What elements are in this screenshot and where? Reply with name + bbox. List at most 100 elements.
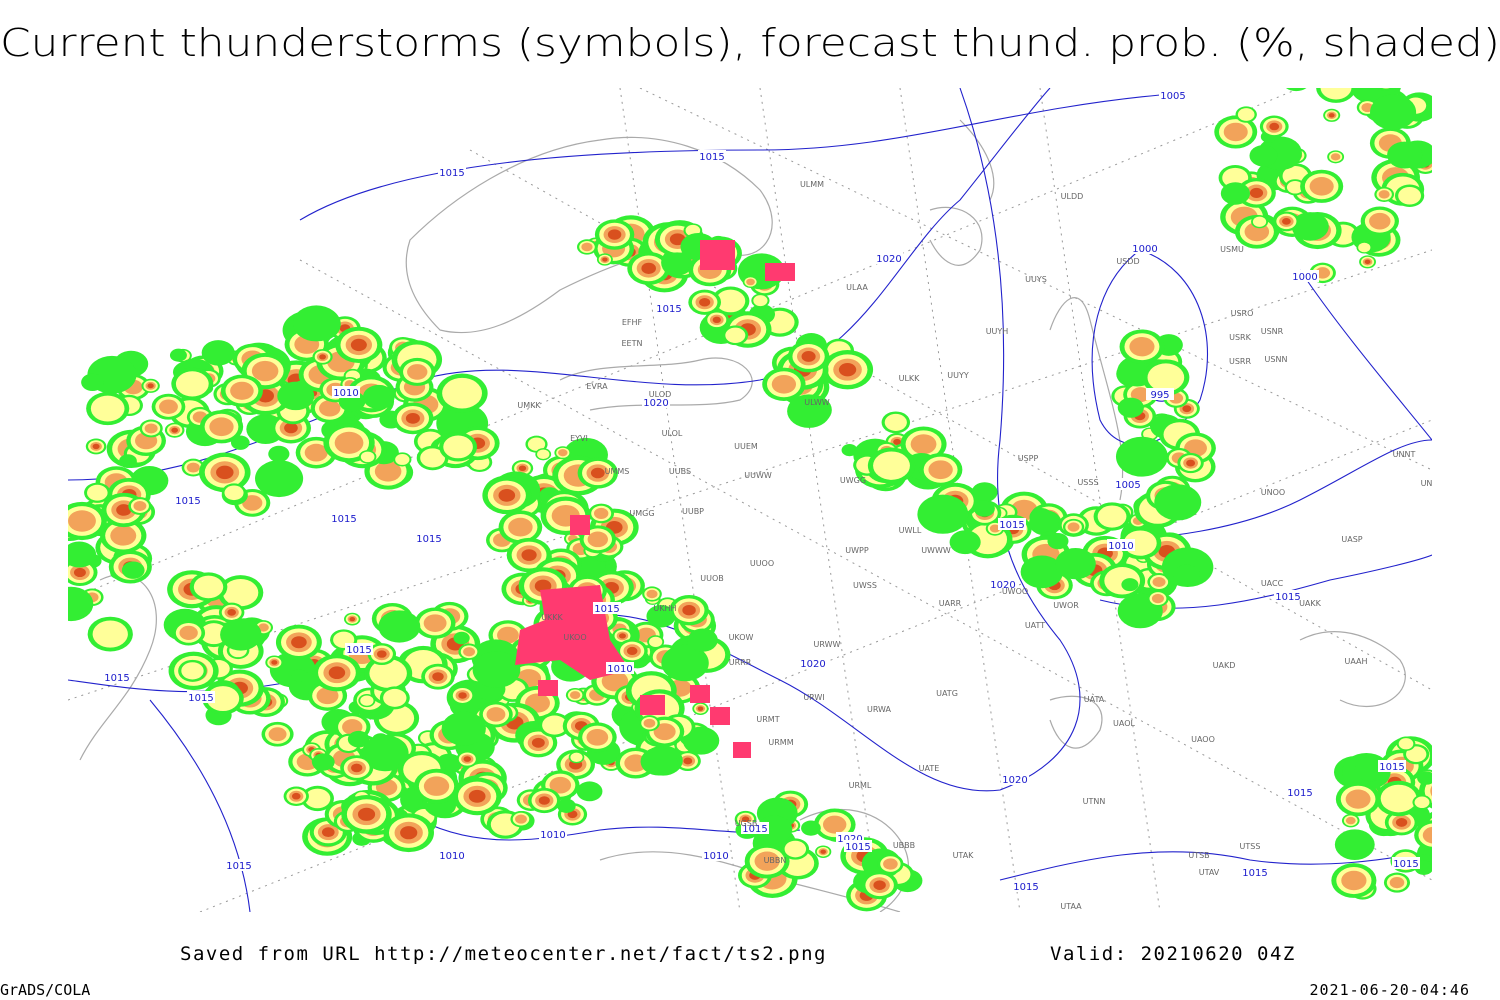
shade-blob — [542, 715, 567, 735]
shade-blob — [754, 851, 780, 871]
shade-blob — [683, 757, 693, 765]
shade-blob — [1330, 153, 1341, 161]
shade-blob — [1387, 141, 1423, 169]
station-code: ULOD — [649, 390, 671, 399]
shade-blob — [133, 501, 147, 511]
shade-blob — [497, 626, 519, 644]
station-code: UTAK — [953, 851, 975, 860]
shade-blob — [423, 776, 450, 796]
shade-blob — [284, 422, 298, 434]
station-code: USMU — [1220, 245, 1244, 254]
shade-blob — [1173, 564, 1201, 586]
isobar-label-bg — [415, 532, 443, 544]
isobar-label: 1015 — [699, 152, 724, 163]
isobar-label: 1010 — [607, 664, 632, 675]
isobar-label: 1020 — [1002, 775, 1027, 786]
shade-blob — [1370, 94, 1417, 130]
station-code: URMM — [768, 738, 793, 747]
shade-blob — [1028, 510, 1062, 536]
isobar-label: 1015 — [188, 693, 213, 704]
shade-blob — [92, 443, 100, 450]
station-code: URML — [849, 781, 872, 790]
shade-blob — [586, 728, 609, 746]
shade-blob — [712, 316, 721, 324]
shade-blob — [357, 807, 376, 821]
shade-blob — [558, 449, 568, 457]
shade-blob — [653, 723, 676, 741]
station-code: UMKK — [517, 401, 541, 410]
shade-blob — [350, 338, 367, 352]
shade-blob — [1222, 167, 1249, 188]
isobar-label: 1000 — [1132, 244, 1157, 255]
isobar-label: 1020 — [800, 659, 825, 670]
station-code: UNNT — [1393, 450, 1416, 459]
shade-blob — [258, 623, 269, 632]
station-code: UWOO — [1002, 587, 1028, 596]
shade-blob — [741, 816, 750, 823]
station-code: UKHH — [653, 604, 676, 613]
isobar-label: 1010 — [1108, 541, 1133, 552]
shade-blob — [319, 354, 326, 360]
software-credit: GrADS/COLA — [0, 981, 90, 999]
shade-blob — [110, 525, 137, 546]
isobar-label-bg — [606, 662, 634, 674]
isobar-label-bg — [998, 518, 1026, 530]
isobar-label: 1015 — [999, 520, 1024, 531]
shade-blob — [587, 531, 608, 548]
station-code: UWPP — [845, 546, 869, 555]
station-code: UUWW — [744, 471, 772, 480]
shade-blob — [1309, 177, 1334, 196]
isobar-label-bg — [225, 859, 253, 871]
station-code: EETN — [622, 339, 643, 348]
station-code: EFHF — [622, 318, 643, 327]
shade-blob — [181, 662, 204, 680]
shade-blob — [171, 427, 179, 433]
shade-blob — [1249, 187, 1264, 198]
shade-blob — [1286, 180, 1304, 194]
isobar-label: 1020 — [876, 254, 901, 265]
shade-blob — [1358, 242, 1371, 253]
shade-blob — [1151, 593, 1164, 604]
isobar-label: 1020 — [990, 580, 1015, 591]
shade-blob — [1341, 870, 1367, 891]
shade-blob — [1282, 218, 1291, 225]
shade-blob — [576, 781, 603, 802]
shade-blob — [423, 614, 447, 632]
isobar-label-bg — [655, 302, 683, 314]
station-code: UATE — [919, 764, 940, 773]
shade-blob — [227, 609, 236, 616]
shade-blob — [328, 666, 346, 680]
shade-blob — [508, 517, 533, 537]
isobar-label-bg — [702, 849, 730, 861]
shade-blob — [646, 589, 658, 599]
shade-blob — [1398, 186, 1422, 205]
station-code: USRK — [1229, 333, 1251, 342]
shade-blob — [179, 625, 198, 640]
shade-blob — [699, 297, 711, 307]
shade-blob — [527, 437, 546, 451]
shade-blob — [1430, 785, 1432, 797]
shade-blob — [1220, 182, 1251, 205]
isobar-label: 1015 — [845, 842, 870, 853]
isobar-label-bg — [1146, 388, 1174, 400]
station-code: UASP — [1341, 535, 1362, 544]
isobar-label-bg — [989, 578, 1017, 590]
isobar-label: 1020 — [643, 398, 668, 409]
shade-blob — [570, 752, 583, 762]
station-code: UTAA — [1060, 902, 1082, 911]
station-code: ULDD — [1061, 192, 1084, 201]
shade-blob — [334, 431, 364, 454]
station-code: UACC — [1261, 579, 1284, 588]
station-code: UWGG — [840, 476, 866, 485]
shade-blob — [1398, 738, 1414, 750]
isobar-label-bg — [103, 671, 131, 683]
station-code: ULAA — [846, 283, 868, 292]
isobar-label-bg — [1291, 270, 1319, 282]
station-code: UUYH — [986, 327, 1009, 336]
shade-blob — [884, 413, 907, 431]
isobar-label-bg — [1286, 786, 1314, 798]
shade-blob — [1430, 788, 1432, 799]
shade-blob — [715, 289, 746, 313]
map-title: Current thunderstorms (symbols), forecas… — [0, 21, 1500, 65]
